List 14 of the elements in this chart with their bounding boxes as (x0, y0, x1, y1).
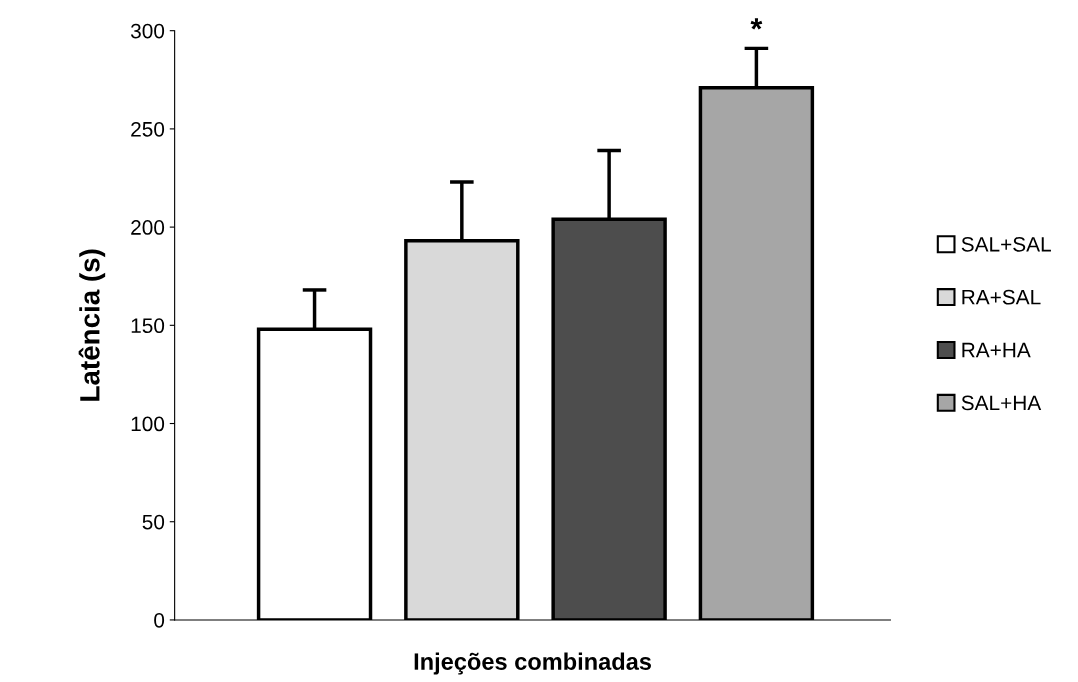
y-tick-label: 0 (154, 612, 165, 628)
y-tick-label: 300 (130, 23, 165, 39)
data-label: * (750, 18, 763, 30)
y-tick-label: 250 (131, 121, 165, 137)
y-tick-label: 50 (142, 514, 165, 530)
y-tick-label: 100 (131, 416, 165, 432)
y-tick-label: 200 (131, 220, 165, 235)
legend-label: SAL+HA (961, 395, 1042, 411)
legend-label: RA+HA (962, 342, 1031, 358)
y-axis-title: Latência (s) (78, 249, 106, 401)
legend-label: SAL+SAL (961, 236, 1051, 252)
y-tick-label: 150 (131, 318, 165, 334)
x-axis-title: Injeções combinadas (414, 652, 651, 675)
legend-label: RA+SAL (962, 289, 1041, 305)
